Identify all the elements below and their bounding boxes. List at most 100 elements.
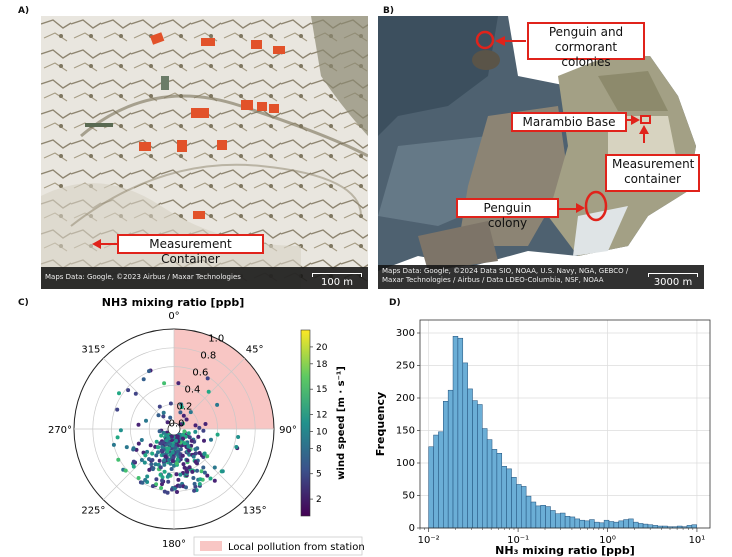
polar-point xyxy=(148,443,153,448)
panel-d-label: D) xyxy=(389,298,401,308)
histogram-bar xyxy=(589,519,595,529)
polar-point xyxy=(193,447,198,452)
polar-point xyxy=(185,458,190,463)
histogram-bar xyxy=(637,523,644,529)
histogram-xlabel: NH₃ mixing ratio [ppb] xyxy=(495,544,635,557)
polar-point xyxy=(118,428,123,433)
map-b-scale-bar xyxy=(648,273,698,277)
polar-point xyxy=(175,434,180,439)
polar-angle-label: 315° xyxy=(81,344,105,355)
polar-point xyxy=(192,481,197,486)
polar-point xyxy=(163,454,168,459)
histogram-bar xyxy=(594,521,600,529)
polar-point xyxy=(205,454,210,459)
polar-labels: 0° 45° 90° 135° 180° 225° 270° 315° 0.0 0.2 0.4 0.6… xyxy=(48,311,297,550)
histogram-ytick-label: 200 xyxy=(396,393,415,404)
colorbar-tick-label: 5 xyxy=(316,470,322,480)
polar-point xyxy=(166,446,171,451)
polar-point xyxy=(189,438,194,443)
map-a-scale: 100 m xyxy=(312,273,362,288)
histogram-bar xyxy=(525,495,532,529)
polar-point xyxy=(168,461,173,466)
polar-point xyxy=(158,472,163,477)
histogram-bar xyxy=(691,524,697,529)
histogram-ytick-label: 100 xyxy=(396,458,415,469)
polar-point xyxy=(197,482,202,486)
polar-point xyxy=(199,469,204,474)
histogram-xtick-label: 10⁻² xyxy=(418,535,440,546)
polar-point xyxy=(209,437,213,442)
polar-point xyxy=(150,451,155,456)
legend-label: Local pollution from station xyxy=(228,542,365,553)
polar-point xyxy=(170,450,175,455)
callout-penguin-cormorant: Penguin and cormorant colonies xyxy=(527,22,645,69)
polar-point xyxy=(176,477,181,482)
polar-point xyxy=(144,418,148,423)
polar-point xyxy=(181,413,186,418)
polar-point xyxy=(186,431,191,436)
polar-point xyxy=(173,445,178,450)
polar-point xyxy=(159,486,164,490)
histogram-bar xyxy=(584,520,590,529)
polar-point xyxy=(159,441,163,446)
map-b-scale-label: 3000 m xyxy=(653,277,693,288)
polar-point xyxy=(141,377,146,382)
histogram-ytick-label: 250 xyxy=(396,361,415,372)
map-b-attribution-line2: Maxar Technologies / Airbus / Data LDEO-… xyxy=(382,276,604,284)
polar-point xyxy=(147,369,151,374)
polar-point xyxy=(150,467,155,472)
polar-point xyxy=(131,459,136,464)
polar-point xyxy=(145,474,150,479)
polar-point xyxy=(136,422,141,427)
callout-penguin-colony: Penguin colony xyxy=(456,198,559,230)
polar-point xyxy=(174,438,178,443)
polar-point xyxy=(192,488,197,493)
polar-point xyxy=(158,465,163,470)
histogram-bar xyxy=(501,466,507,529)
polar-point xyxy=(174,461,179,466)
histogram-bar xyxy=(486,439,493,529)
polar-point xyxy=(178,410,183,415)
histogram-ticks: 0 50 100 150 200 250 300 10⁻² 10⁻¹ 10⁰ 10¹ xyxy=(396,328,705,546)
polar-point xyxy=(184,485,188,490)
polar-point xyxy=(124,445,129,450)
polar-point xyxy=(162,469,167,474)
histogram-bar xyxy=(618,520,624,529)
polar-point xyxy=(234,445,239,449)
polar-point xyxy=(123,468,128,473)
polar-point xyxy=(156,445,161,450)
histogram-bar xyxy=(438,431,444,529)
histogram-bar xyxy=(467,388,473,529)
colorbar-label: wind speed [m · s⁻¹] xyxy=(336,366,347,480)
polar-point xyxy=(143,478,148,482)
colorbar-tick-label: 8 xyxy=(316,444,322,454)
polar-point xyxy=(136,441,141,446)
histogram-ylabel: Frequency xyxy=(374,392,387,456)
map-b-attribution-line1: Maps Data: Google, ©2024 Data SIO, NOAA,… xyxy=(382,267,629,275)
polar-angle-label: 0° xyxy=(168,311,179,322)
polar-point xyxy=(149,462,154,467)
polar-point xyxy=(187,435,192,440)
polar-point xyxy=(197,425,202,430)
panel-c-label: C) xyxy=(18,298,29,308)
histogram-bar xyxy=(457,337,464,529)
histogram-bar xyxy=(540,505,546,529)
map-a-attribution: Maps Data: Google, ©2023 Airbus / Maxar … xyxy=(45,273,241,281)
polar-point xyxy=(162,458,167,463)
histogram-bar xyxy=(472,400,478,529)
polar-point xyxy=(160,445,165,450)
polar-point xyxy=(174,472,179,477)
polar-point xyxy=(201,465,206,470)
histogram-xtick-label: 10⁰ xyxy=(599,535,616,546)
histogram-bar xyxy=(560,512,566,529)
polar-point xyxy=(115,407,120,412)
polar-point xyxy=(154,439,159,444)
polar-point xyxy=(169,434,174,439)
histogram-bar xyxy=(491,449,498,529)
colorbar-tick-label: 18 xyxy=(316,360,328,370)
polar-point xyxy=(212,465,217,470)
histogram-bar xyxy=(623,519,629,529)
histogram-bar xyxy=(433,434,439,529)
colorbar-ticks: 2 5 8 10 12 15 18 20 xyxy=(310,343,328,505)
polar-angle-label: 45° xyxy=(246,344,264,355)
